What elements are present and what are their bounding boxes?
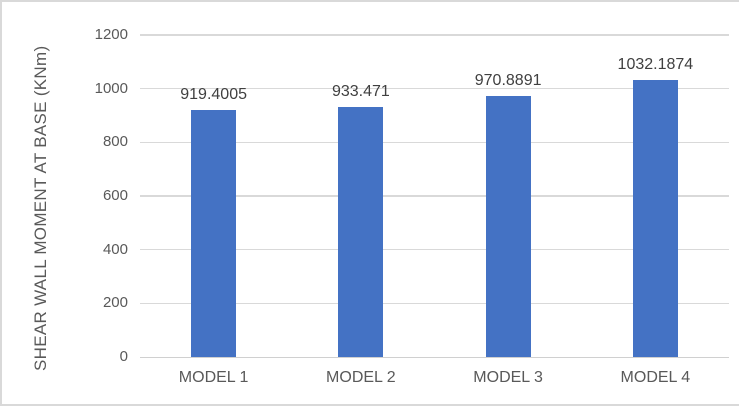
y-tick-label: 600 bbox=[102, 187, 128, 204]
gridline bbox=[140, 195, 729, 197]
y-tick-label: 800 bbox=[102, 133, 128, 151]
bar-model-2 bbox=[338, 106, 384, 357]
bar-model-3 bbox=[485, 96, 531, 357]
x-axis-line bbox=[140, 356, 729, 358]
plot-area: 919.4005 933.471 970.8891 1032.1874 bbox=[140, 34, 729, 358]
y-tick-label: 200 bbox=[102, 294, 128, 312]
bar-model-1 bbox=[191, 110, 237, 357]
y-tick-label: 400 bbox=[102, 240, 128, 258]
category-label-model-4: MODEL 4 bbox=[620, 369, 691, 386]
y-tick-label: 1200 bbox=[94, 26, 128, 43]
category-label-model-2: MODEL 2 bbox=[326, 369, 396, 386]
category-label-model-1: MODEL 1 bbox=[178, 369, 249, 386]
y-tick-label: 1000 bbox=[94, 79, 128, 97]
gridline bbox=[140, 87, 729, 90]
bar-value-label: 1032.1874 bbox=[617, 56, 694, 74]
bar-model-4 bbox=[632, 80, 678, 357]
category-label-model-3: MODEL 3 bbox=[473, 369, 543, 386]
bar-value-label: 933.471 bbox=[331, 82, 390, 100]
gridline bbox=[140, 141, 729, 144]
gridline bbox=[140, 302, 729, 305]
bar-value-label: 970.8891 bbox=[474, 72, 542, 90]
gridline bbox=[140, 34, 729, 36]
y-tick-label: 0 bbox=[119, 348, 128, 365]
gridline bbox=[140, 248, 729, 251]
bar-value-label: 919.4005 bbox=[180, 86, 247, 104]
